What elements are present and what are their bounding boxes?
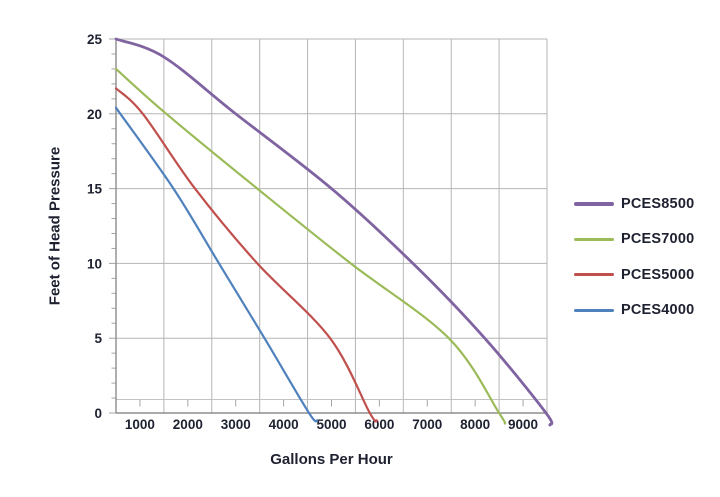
legend-label: PCES7000	[621, 231, 695, 248]
y-tick-label: 15	[87, 182, 103, 197]
series-line-pces7000	[114, 67, 507, 425]
y-axis-title: Feet of Head Pressure	[46, 146, 64, 306]
legend-line-swatch	[574, 237, 614, 241]
series-line-pces4000	[114, 106, 319, 423]
legend-label: PCES8500	[621, 196, 695, 212]
x-tick-label: 6000	[364, 417, 394, 432]
x-tick-label: 5000	[316, 417, 346, 432]
x-tick-label: 4000	[269, 417, 299, 432]
y-tick-label: 10	[87, 256, 102, 271]
legend-line-swatch	[574, 202, 614, 206]
y-tick-label: 20	[87, 107, 102, 122]
y-tick-label: 0	[94, 406, 102, 421]
legend-line-swatch	[574, 273, 614, 277]
legend-label: PCES4000	[621, 302, 695, 319]
series-line-pces8500	[114, 37, 554, 427]
y-tick-label: 25	[87, 32, 103, 47]
legend-item-pces8500: PCES8500	[574, 194, 694, 214]
series-line-pces5000	[114, 87, 379, 423]
x-tick-label: 8000	[460, 417, 490, 432]
y-tick-label: 5	[94, 331, 102, 346]
legend-label: PCES5000	[621, 266, 695, 283]
x-tick-label: 3000	[221, 417, 251, 432]
x-tick-label: 1000	[125, 417, 155, 432]
x-tick-label: 2000	[173, 417, 203, 432]
legend-item-pces7000: PCES7000	[574, 229, 694, 249]
legend-item-pces4000: PCES4000	[574, 300, 694, 320]
legend-item-pces5000: PCES5000	[574, 265, 694, 285]
legend-line-swatch	[574, 308, 614, 312]
x-axis-title: Gallons Per Hour	[270, 451, 393, 468]
x-tick-label: 7000	[412, 417, 442, 432]
x-tick-label: 9000	[508, 417, 538, 432]
